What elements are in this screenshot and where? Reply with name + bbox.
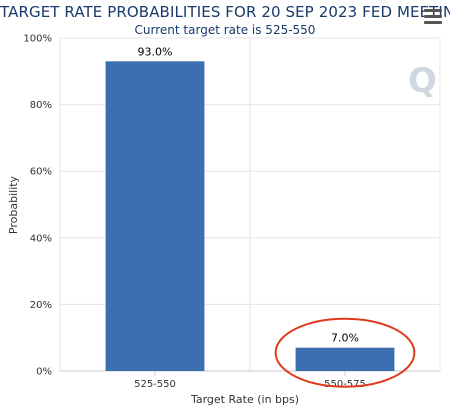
chart-title: TARGET RATE PROBABILITIES FOR 20 SEP 202…: [0, 3, 450, 21]
y-axis-title: Probability: [7, 175, 20, 234]
x-tick-label: 550-575: [324, 379, 366, 390]
bars: [105, 61, 395, 372]
y-tick-label: 60%: [30, 167, 52, 178]
data-label: 93.0%: [138, 45, 173, 58]
bar-525-550[interactable]: [105, 61, 205, 372]
q-logo-icon: Q: [408, 61, 437, 101]
hamburger-menu-icon[interactable]: [424, 9, 442, 25]
labels: 93.0% 7.0%: [138, 45, 416, 388]
y-tick-label: 80%: [30, 100, 52, 111]
axes: 0% 20% 40% 60% 80% 100% 525-550 550-575: [23, 34, 440, 390]
highlight-circle: [274, 317, 416, 388]
data-label: 7.0%: [331, 332, 359, 345]
bar-550-575[interactable]: [295, 347, 395, 371]
y-tick-label: 20%: [30, 300, 52, 311]
chart-subtitle: Current target rate is 525-550: [134, 23, 316, 37]
x-tick-label: 525-550: [134, 379, 176, 390]
watermark-text: Q: [408, 61, 437, 101]
y-tick-label: 40%: [30, 233, 52, 244]
y-tick-label: 0%: [36, 367, 52, 378]
y-tick-label: 100%: [23, 34, 52, 45]
x-axis-title: Target Rate (in bps): [190, 393, 299, 406]
